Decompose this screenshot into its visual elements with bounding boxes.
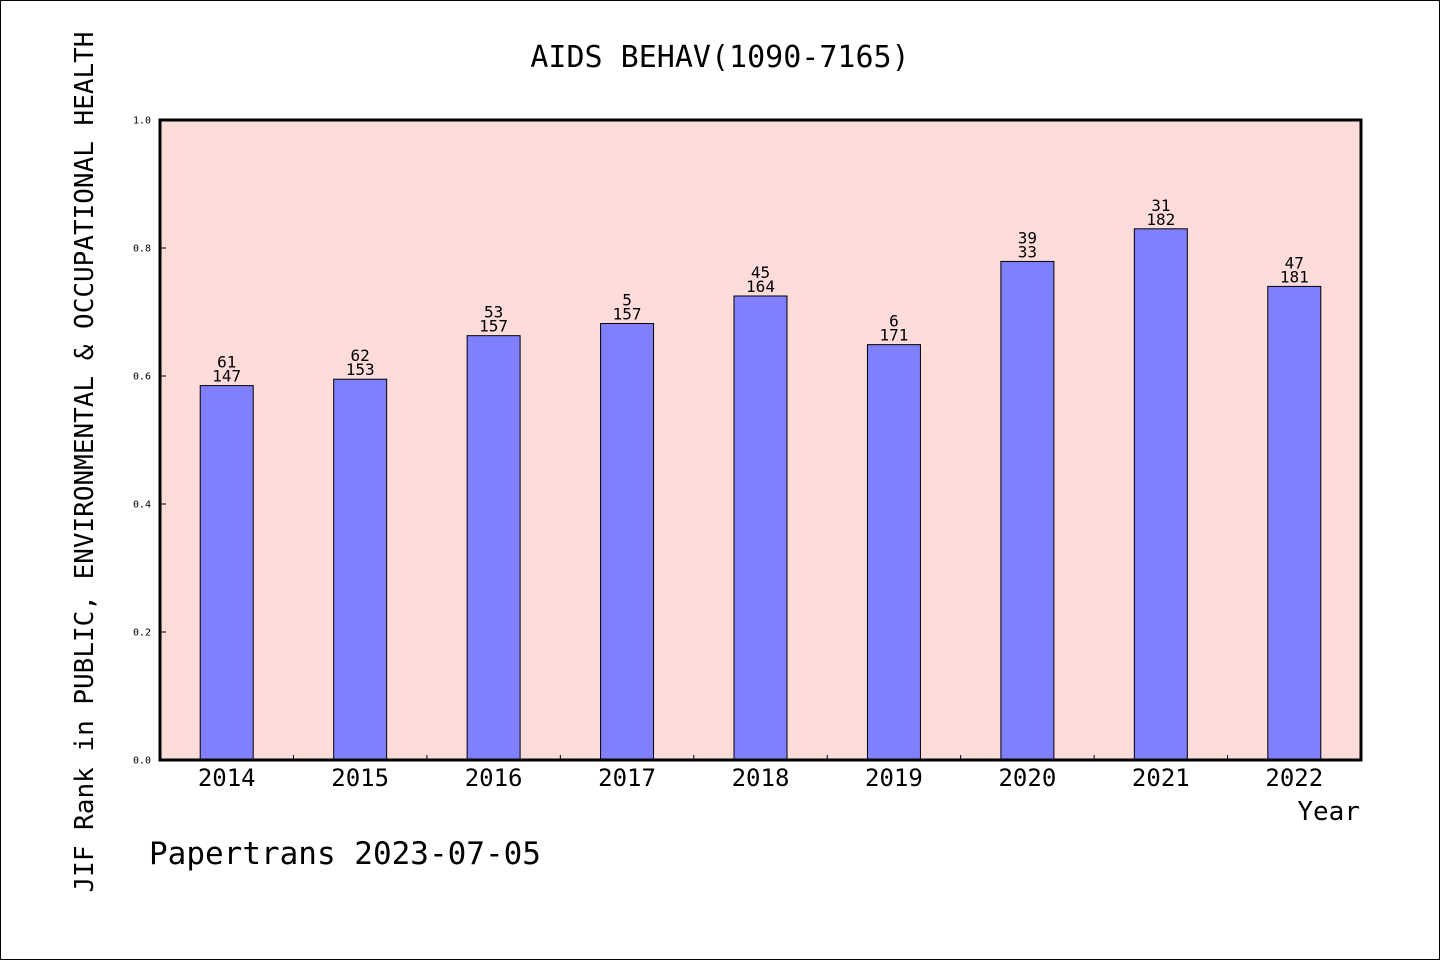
bar-label-top-2014: 61 (217, 353, 236, 372)
bar-label-bottom-2020: 33 (1018, 242, 1037, 261)
bar-label-top-2022: 47 (1285, 253, 1304, 272)
bar-label-top-2016: 53 (484, 303, 503, 322)
y-tick-label-0.4: 0.4 (133, 500, 151, 511)
bar-label-top-2021: 31 (1151, 196, 1170, 215)
y-tick-label-0.6: 0.6 (133, 372, 151, 383)
x-tick-label-2021: 2021 (1132, 764, 1190, 792)
bar-label-bottom-2017: 157 (613, 305, 642, 324)
plot-border (158, 118, 1363, 762)
bar-label-bottom-2016: 157 (479, 317, 508, 336)
bar-2017 (600, 323, 655, 761)
x-tick-label-2017: 2017 (598, 764, 656, 792)
y-tick-label-0.2: 0.2 (133, 628, 151, 639)
y-axis-label: JIF Rank in PUBLIC, ENVIRONMENTAL & OCCU… (70, 32, 100, 893)
bar-labels-group: 6114762153531575157451646171393331182471… (212, 196, 1308, 386)
x-tick-label-2020: 2020 (998, 764, 1056, 792)
x-tick-label-2016: 2016 (465, 764, 523, 792)
bar-2015 (333, 378, 388, 761)
bar-label-bottom-2015: 153 (346, 360, 375, 379)
bar-2022 (1267, 285, 1322, 761)
bar-label-top-2019: 6 (889, 312, 899, 331)
y-tick-label-1.0: 1.0 (133, 116, 151, 127)
bar-label-bottom-2021: 182 (1146, 210, 1175, 229)
x-tick-label-2018: 2018 (732, 764, 790, 792)
bar-label-bottom-2022: 181 (1280, 267, 1309, 286)
footer-credit: Papertrans 2023-07-05 (149, 836, 541, 872)
bar-2020 (1000, 260, 1055, 761)
bar-2019 (866, 344, 921, 761)
x-axis-label: Year (1297, 797, 1360, 827)
x-tick-label-2019: 2019 (865, 764, 923, 792)
bars-group (199, 228, 1322, 761)
bar-label-top-2020: 39 (1018, 228, 1037, 247)
bar-label-top-2015: 62 (351, 346, 370, 365)
bar-label-bottom-2014: 147 (212, 367, 241, 386)
bar-label-bottom-2018: 164 (746, 277, 775, 296)
bar-2014 (199, 385, 254, 761)
bar-label-top-2018: 45 (751, 263, 770, 282)
x-tick-label-2014: 2014 (198, 764, 256, 792)
x-tick-label-2015: 2015 (331, 764, 389, 792)
bar-2016 (466, 335, 521, 761)
bar-2021 (1133, 228, 1188, 761)
x-ticks-group: 2014 2015 2016 2017 2018 2019 2020 2021 2022 (198, 755, 1323, 792)
bar-label-top-2017: 5 (622, 291, 632, 310)
y-tick-label-0.0: 0.0 (133, 756, 151, 767)
chart-title: AIDS BEHAV(1090-7165) (530, 40, 909, 75)
bar-2018 (733, 295, 788, 761)
y-tick-label-0.8: 0.8 (133, 244, 151, 255)
bar-label-bottom-2019: 171 (879, 326, 908, 345)
x-tick-label-2022: 2022 (1265, 764, 1323, 792)
